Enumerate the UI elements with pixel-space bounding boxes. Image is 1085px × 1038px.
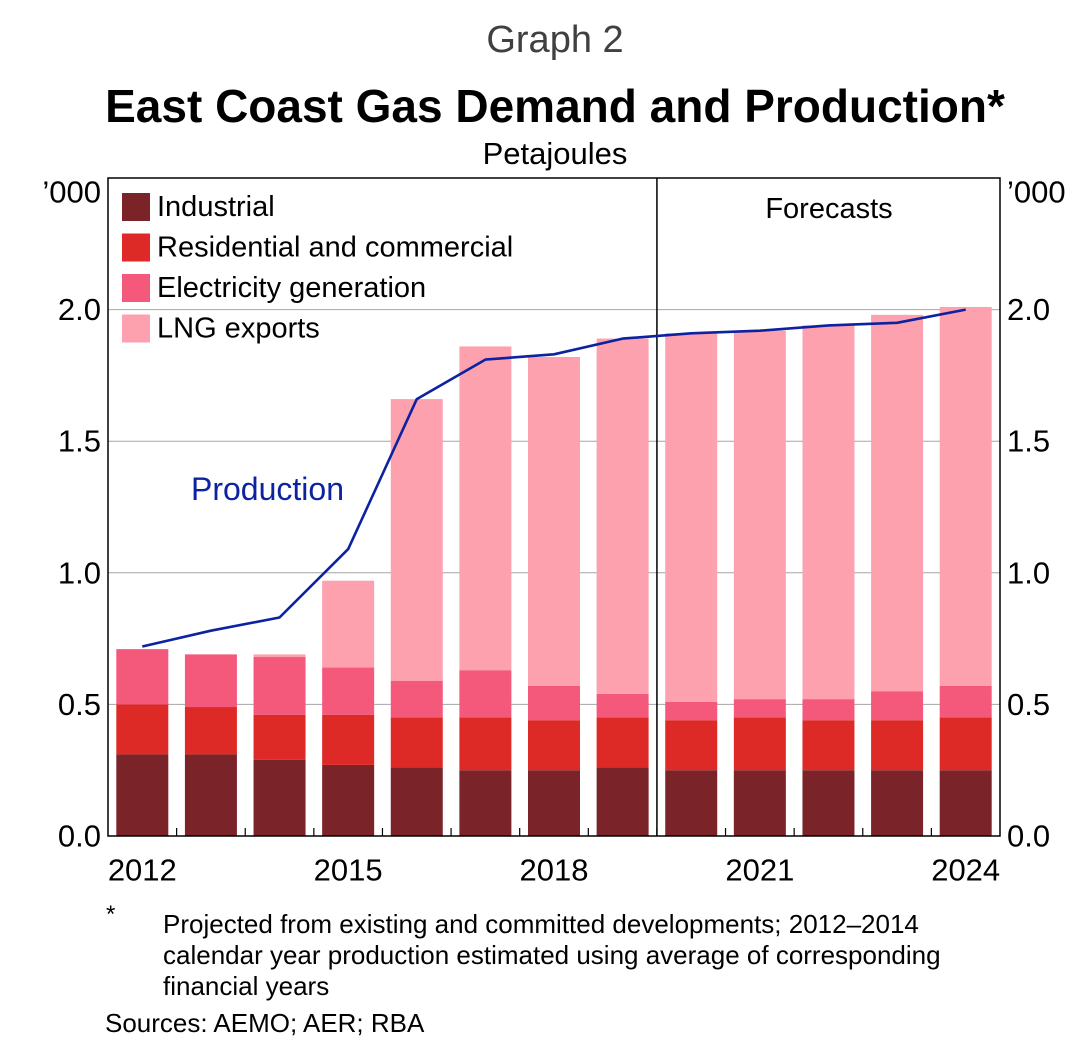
footnote-line: calendar year production estimated using… — [163, 940, 941, 970]
x-tick-label: 2018 — [520, 853, 589, 888]
bar-industrial-2016 — [390, 767, 443, 836]
footnote-marker: * — [106, 901, 116, 928]
y-tick-label-left: 1.0 — [58, 555, 101, 590]
bar-residential-and-commercial-2014 — [253, 714, 306, 760]
bar-residential-and-commercial-2012 — [116, 704, 169, 755]
y-tick-label-right: 1.5 — [1007, 424, 1050, 459]
y-axis-labels: 0.0 0.0 0.5 0.5 1.0 1.0 1.5 1.5 2.0 2.0 — [58, 292, 1050, 853]
footnote-line: Projected from existing and committed de… — [163, 909, 919, 939]
bar-electricity-generation-2016 — [390, 680, 443, 718]
y-tick-label-left: 1.5 — [58, 424, 101, 459]
y-tick-label-left: 0.0 — [58, 819, 101, 854]
bar-lng-exports-2020 — [665, 333, 718, 702]
bar-electricity-generation-2012 — [116, 649, 169, 705]
bar-electricity-generation-2015 — [322, 667, 375, 715]
y-tick-label-left: 2.0 — [58, 292, 101, 327]
x-axis-labels: 2012 2015 2018 2021 2024 — [108, 853, 1000, 888]
bar-electricity-generation-2013 — [184, 654, 237, 708]
bar-industrial-2021 — [733, 770, 786, 836]
x-tick-label: 2015 — [314, 853, 383, 888]
production-label: Production — [191, 471, 344, 507]
bar-residential-and-commercial-2021 — [733, 717, 786, 771]
bar-electricity-generation-2023 — [871, 691, 924, 721]
legend-label-industrial: Industrial — [157, 191, 275, 223]
stacked-bars — [116, 306, 992, 836]
bar-industrial-2024 — [939, 770, 992, 836]
footnote-line: financial years — [163, 971, 330, 1001]
y-tick-label-right: 0.0 — [1007, 819, 1050, 854]
plot-frame — [107, 177, 1001, 837]
y-axis-unit-left: ’000 — [42, 175, 101, 210]
bar-industrial-2023 — [871, 770, 924, 836]
bar-residential-and-commercial-2023 — [871, 720, 924, 771]
bar-electricity-generation-2021 — [733, 699, 786, 718]
bar-electricity-generation-2014 — [253, 657, 306, 715]
legend-label-electricity-generation: Electricity generation — [157, 272, 426, 304]
bar-residential-and-commercial-2015 — [322, 714, 375, 765]
x-tick-label: 2021 — [725, 853, 794, 888]
x-tick-label: 2024 — [931, 853, 1000, 888]
bar-industrial-2018 — [528, 770, 580, 836]
bar-lng-exports-2014 — [253, 654, 306, 658]
x-tick-label: 2012 — [108, 853, 177, 888]
legend-swatch-residential-and-commercial — [122, 233, 150, 262]
graph-number: Graph 2 — [486, 19, 624, 61]
bar-industrial-2019 — [596, 767, 649, 836]
bar-industrial-2015 — [322, 764, 375, 836]
bar-residential-and-commercial-2016 — [390, 717, 443, 768]
legend-swatch-lng-exports — [122, 314, 150, 343]
bar-industrial-2013 — [184, 754, 237, 836]
bar-residential-and-commercial-2024 — [939, 717, 992, 771]
bar-residential-and-commercial-2022 — [802, 720, 855, 771]
bar-residential-and-commercial-2018 — [528, 720, 580, 771]
bar-industrial-2014 — [253, 759, 306, 836]
bar-electricity-generation-2017 — [459, 670, 512, 718]
chart-title: East Coast Gas Demand and Production* — [105, 80, 1005, 132]
bar-lng-exports-2024 — [939, 306, 992, 686]
bar-lng-exports-2016 — [390, 399, 443, 681]
chart-units: Petajoules — [482, 136, 628, 171]
legend: Industrial Residential and commercial El… — [122, 191, 513, 345]
bar-residential-and-commercial-2019 — [596, 717, 649, 768]
bar-residential-and-commercial-2013 — [184, 707, 237, 755]
legend-label-residential-and-commercial: Residential and commercial — [157, 232, 513, 264]
bar-residential-and-commercial-2020 — [665, 720, 718, 771]
forecasts-label: Forecasts — [765, 193, 892, 225]
bar-lng-exports-2019 — [596, 338, 649, 694]
legend-label-lng-exports: LNG exports — [157, 313, 320, 345]
bar-industrial-2012 — [116, 754, 169, 836]
bar-lng-exports-2015 — [322, 580, 375, 668]
sources: Sources: AEMO; AER; RBA — [105, 1008, 425, 1038]
production-line — [142, 308, 966, 648]
bar-lng-exports-2023 — [871, 314, 924, 692]
y-tick-label-right: 2.0 — [1007, 292, 1050, 327]
y-tick-label-right: 0.5 — [1007, 687, 1050, 722]
y-tick-label-right: 1.0 — [1007, 555, 1050, 590]
bar-lng-exports-2022 — [802, 325, 855, 700]
y-axis-unit-right: ’000 — [1007, 175, 1066, 210]
bar-electricity-generation-2024 — [939, 685, 992, 718]
bar-residential-and-commercial-2017 — [459, 717, 512, 771]
bar-electricity-generation-2022 — [802, 699, 855, 721]
legend-swatch-industrial — [122, 193, 150, 221]
bar-lng-exports-2018 — [528, 356, 580, 686]
bar-lng-exports-2017 — [459, 346, 512, 671]
y-tick-label-left: 0.5 — [58, 687, 101, 722]
bar-industrial-2020 — [665, 770, 718, 836]
bar-lng-exports-2021 — [733, 330, 786, 700]
bar-electricity-generation-2019 — [596, 693, 649, 718]
bar-industrial-2022 — [802, 770, 855, 836]
bar-electricity-generation-2020 — [665, 701, 718, 721]
bar-electricity-generation-2018 — [528, 685, 580, 721]
legend-swatch-electricity-generation — [122, 274, 150, 302]
bar-industrial-2017 — [459, 770, 512, 836]
